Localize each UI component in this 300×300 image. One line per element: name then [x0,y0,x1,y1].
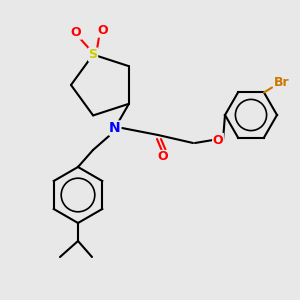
Text: O: O [158,151,168,164]
Text: O: O [213,134,223,146]
Text: O: O [71,26,81,39]
Text: O: O [98,24,108,37]
Text: Br: Br [274,76,290,89]
Text: S: S [88,48,98,61]
Text: N: N [109,121,121,135]
